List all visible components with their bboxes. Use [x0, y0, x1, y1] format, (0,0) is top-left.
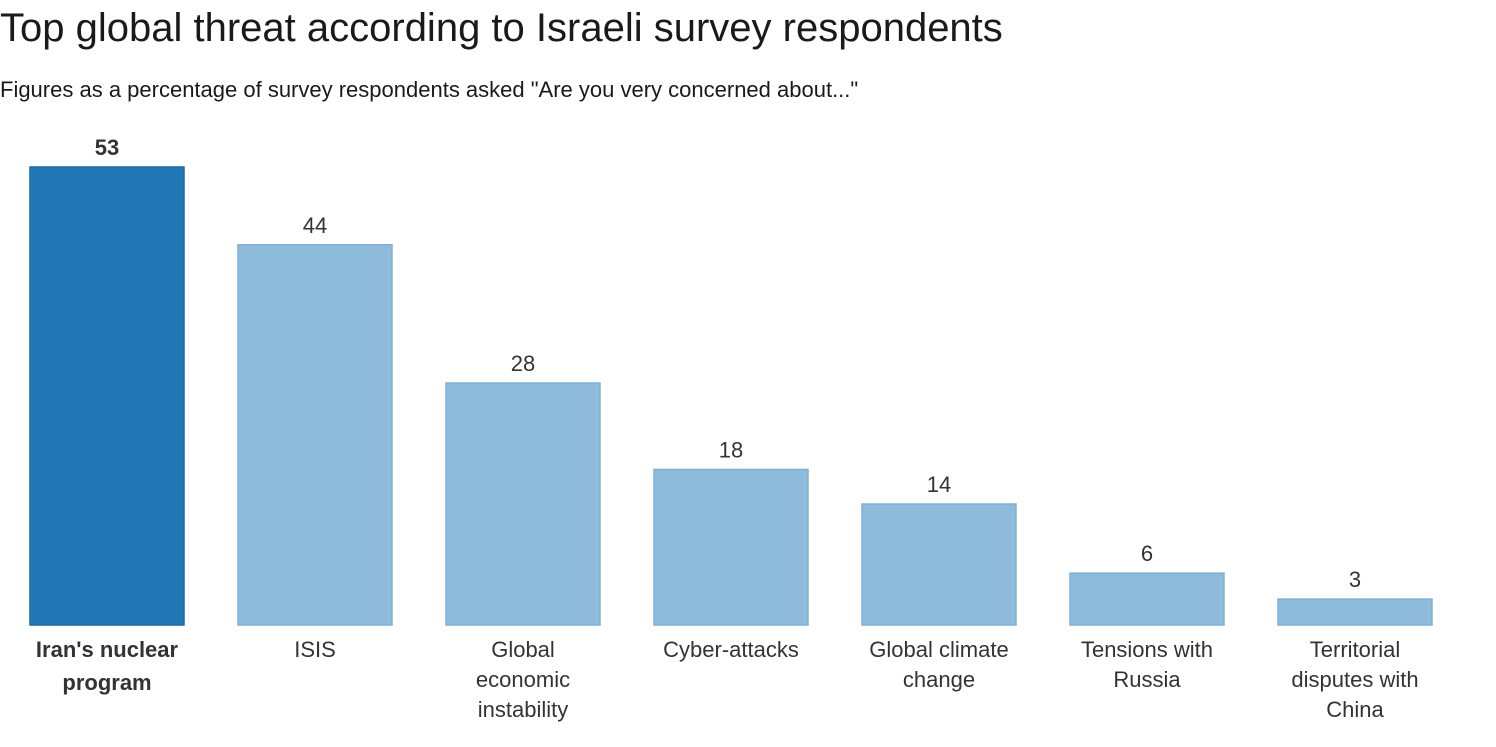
category-label: Cyber-attacks: [663, 637, 799, 662]
category-label: Global climate change: [869, 637, 1008, 692]
chart-title: Top global threat according to Israeli s…: [0, 6, 1003, 50]
bar: [29, 166, 185, 626]
category-label-line: change: [903, 667, 975, 692]
category-label-line: China: [1326, 697, 1384, 722]
bar: [445, 382, 601, 626]
bar-value-label: 18: [719, 437, 743, 462]
category-label-line: Tensions with: [1081, 637, 1213, 662]
category-label-line: Cyber-attacks: [663, 637, 799, 662]
category-label-line: Territorial: [1310, 637, 1400, 662]
bar-value-label: 53: [95, 135, 119, 160]
bar: [653, 468, 809, 626]
category-label-line: disputes with: [1291, 667, 1418, 692]
bar: [861, 503, 1017, 626]
chart-subtitle: Figures as a percentage of survey respon…: [0, 77, 859, 102]
category-label-line: ISIS: [294, 637, 336, 662]
category-label: ISIS: [294, 637, 336, 662]
category-label-line: instability: [478, 697, 568, 722]
bar-value-label: 44: [303, 213, 327, 238]
category-label-line: Russia: [1113, 667, 1181, 692]
category-label: Iran's nuclear program: [36, 637, 179, 695]
bar: [1277, 598, 1433, 626]
category-label-line: Global: [491, 637, 555, 662]
bar-value-label: 3: [1349, 567, 1361, 592]
bar-value-label: 28: [511, 351, 535, 376]
bar: [237, 244, 393, 626]
category-label: Global economic instability: [476, 637, 570, 722]
category-label-line: Iran's nuclear: [36, 637, 179, 662]
category-label: Tensions with Russia: [1081, 637, 1213, 692]
category-label-line: program: [62, 670, 151, 695]
bar-value-label: 6: [1141, 541, 1153, 566]
category-label-line: Global climate: [869, 637, 1008, 662]
category-label: Territorial disputes with China: [1291, 637, 1418, 722]
bar: [1069, 572, 1225, 626]
category-label-line: economic: [476, 667, 570, 692]
bar-value-label: 14: [927, 472, 951, 497]
